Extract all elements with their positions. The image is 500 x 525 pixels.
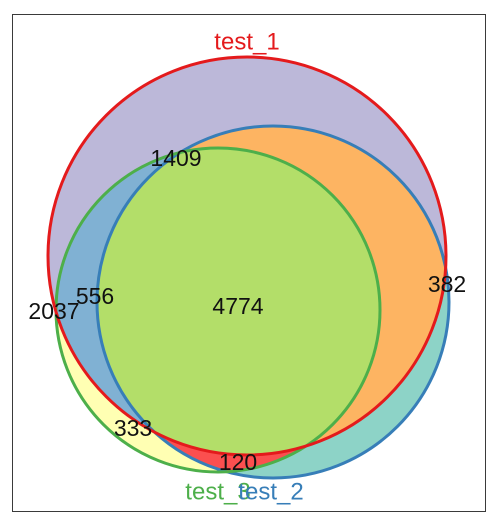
count-test-1-test-2-test-3: 4774 bbox=[212, 293, 263, 319]
count-test-1-test-2: 1409 bbox=[150, 145, 201, 171]
count-test-2-test-3: 120 bbox=[219, 449, 257, 475]
set-label-test-1: test_1 bbox=[214, 29, 279, 56]
count-test-1-only: 2037 bbox=[28, 298, 79, 324]
test-1-circle-outline bbox=[46, 55, 448, 457]
set-label-test-3: test_3 bbox=[185, 479, 250, 506]
region-test-1-test-2-test-3 bbox=[97, 148, 380, 455]
count-test-3-only: 333 bbox=[114, 415, 152, 441]
set-label-test-2: test_2 bbox=[238, 479, 303, 506]
test-2-circle-outline bbox=[95, 124, 451, 480]
count-test-1-test-3: 556 bbox=[76, 283, 114, 309]
count-test-2-only: 382 bbox=[428, 271, 466, 297]
